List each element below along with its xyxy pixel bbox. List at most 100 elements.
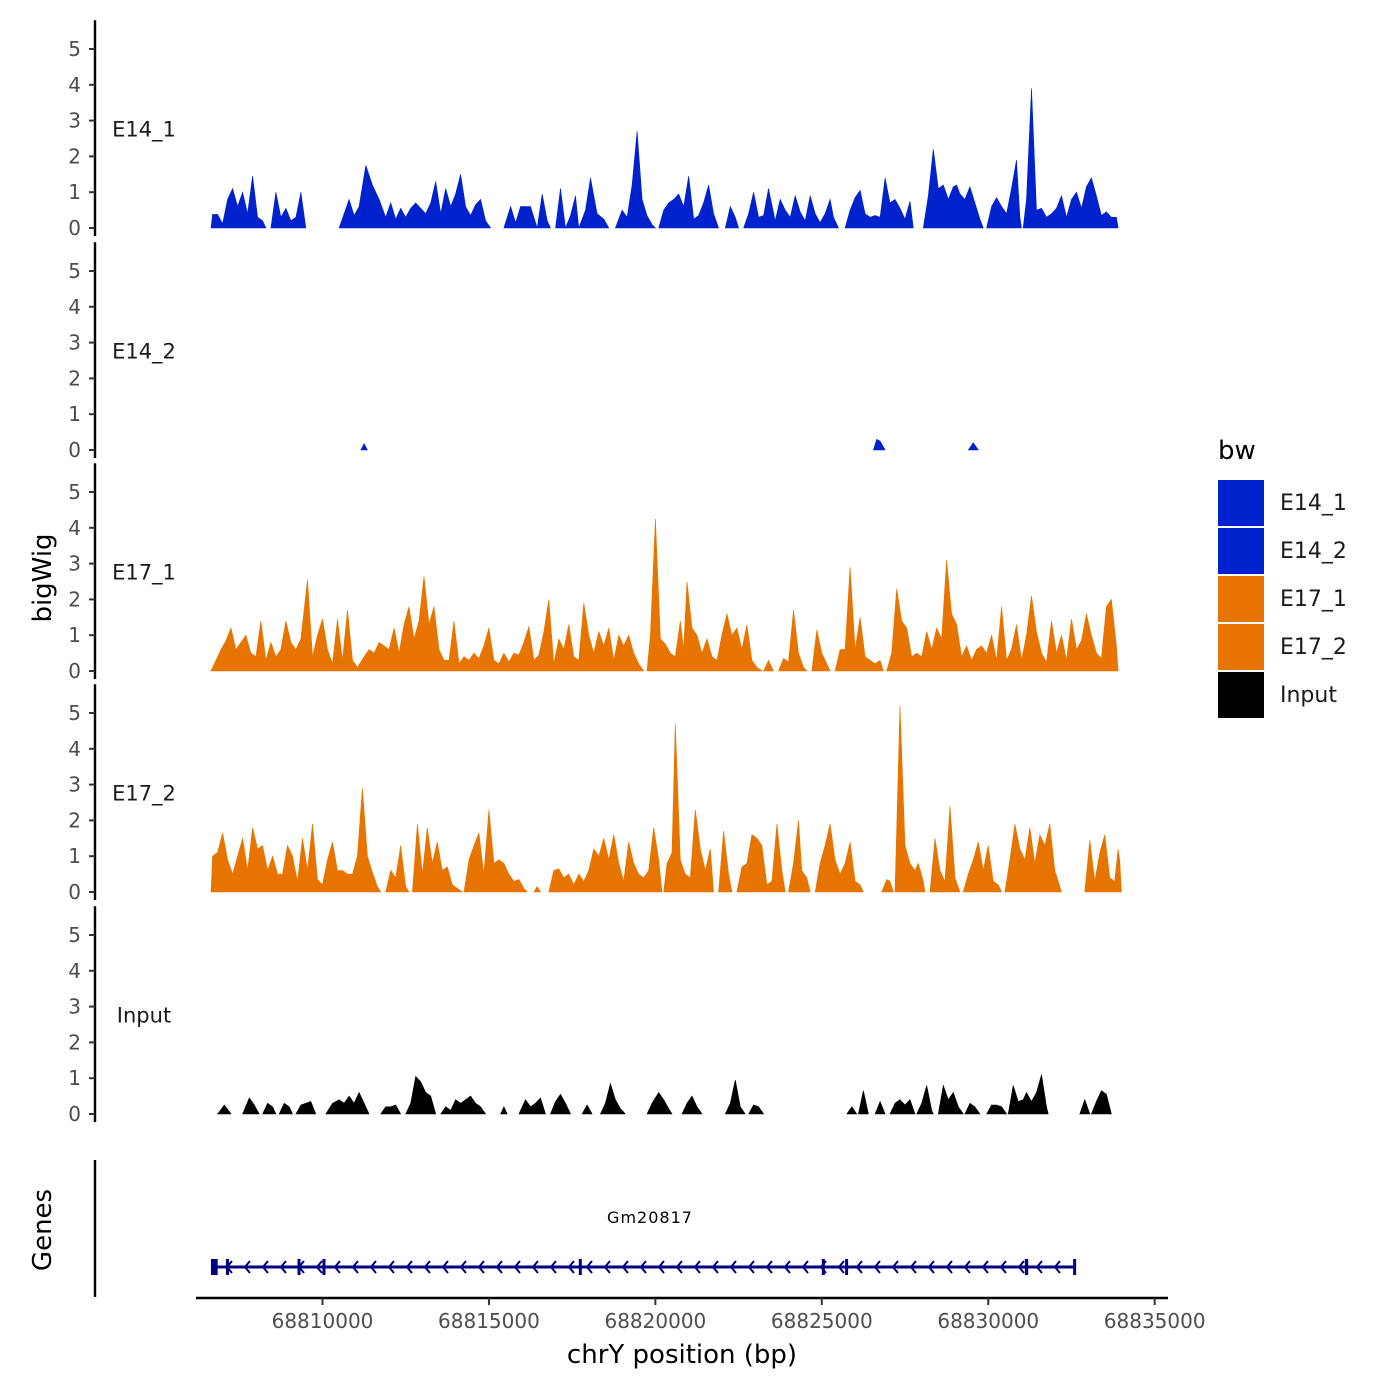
signal-area <box>778 610 808 672</box>
signal-area <box>1004 823 1062 893</box>
strand-chevron <box>621 1260 629 1274</box>
y-tick-label: 5 <box>68 259 81 283</box>
x-tick-label: 68830000 <box>937 1309 1039 1333</box>
strand-chevron <box>837 1260 845 1274</box>
track-E17_1: 0 1 2 3 4 5 E17_1 <box>68 463 1119 683</box>
signal-area <box>503 193 551 229</box>
strand-chevron <box>531 1260 539 1274</box>
y-tick-label: 5 <box>68 923 81 947</box>
y-tick-label: 4 <box>68 516 81 540</box>
signal-area <box>646 518 763 672</box>
track-Input: 0 1 2 3 4 5 Input <box>68 906 1112 1126</box>
signal-area <box>811 629 831 672</box>
y-tick-label: 1 <box>68 1066 81 1090</box>
signal-area <box>412 823 464 893</box>
signal-area <box>964 1102 981 1115</box>
y-tick-label: 3 <box>68 552 81 576</box>
signal-area <box>889 1099 916 1115</box>
signal-area <box>210 176 267 229</box>
signal-area <box>814 823 864 893</box>
gene-exon <box>578 1259 582 1275</box>
signal-area <box>646 1091 673 1115</box>
strand-chevron <box>765 1260 773 1274</box>
strand-chevron <box>315 1260 323 1274</box>
signal-area <box>937 1084 964 1115</box>
signal-area <box>500 1106 508 1115</box>
y-tick-label: 0 <box>68 438 81 462</box>
signal-area <box>846 1106 858 1115</box>
x-axis: chrY position (bp) 68810000 68815000 68820… <box>196 1296 1206 1370</box>
y-tick-label: 2 <box>68 144 81 168</box>
signal-area <box>550 1093 571 1115</box>
gene-exon <box>297 1259 301 1275</box>
gene-exon <box>1073 1259 1077 1275</box>
x-tick-label: 68835000 <box>1104 1309 1206 1333</box>
signal-area <box>385 845 410 893</box>
signal-area <box>548 827 663 893</box>
signal-area <box>788 820 811 893</box>
legend-label: E17_1 <box>1280 587 1347 612</box>
y-tick-label: 4 <box>68 959 81 983</box>
signal-area <box>533 886 542 893</box>
signal-area <box>748 1104 765 1115</box>
strand-chevron <box>801 1260 809 1274</box>
signal-area <box>1084 834 1122 893</box>
signal-area <box>724 1079 746 1115</box>
signal-area <box>986 159 1022 229</box>
signal-area <box>1079 1098 1091 1115</box>
strand-chevron <box>279 1260 287 1274</box>
legend-swatch <box>1218 480 1264 526</box>
signal-area <box>718 831 733 893</box>
legend-label: Input <box>1280 683 1337 708</box>
signal-area <box>262 1102 277 1115</box>
y-tick-label: 3 <box>68 995 81 1019</box>
strand-chevron <box>1053 1260 1061 1274</box>
track-label: E17_1 <box>112 561 176 586</box>
signal-area <box>834 567 884 672</box>
signal-area <box>599 1082 627 1115</box>
strand-chevron <box>999 1260 1007 1274</box>
strand-chevron <box>891 1260 899 1274</box>
signal-area <box>614 131 657 229</box>
strand-chevron <box>1035 1260 1043 1274</box>
track-label: Input <box>117 1004 171 1028</box>
gene-exon <box>845 1259 849 1275</box>
y-tick-label: 1 <box>68 844 81 868</box>
legend-swatch <box>1218 624 1264 670</box>
y-tick-label: 2 <box>68 1030 81 1054</box>
signal-area <box>210 576 645 672</box>
strand-chevron <box>657 1260 665 1274</box>
strand-chevron <box>441 1260 449 1274</box>
y-tick-label: 0 <box>68 1102 81 1126</box>
signal-area <box>763 659 774 672</box>
strand-chevron <box>477 1260 485 1274</box>
signal-area <box>278 1102 293 1115</box>
signal-area <box>325 1091 370 1115</box>
gene-exon <box>210 1259 218 1275</box>
y-tick-label: 3 <box>68 773 81 797</box>
signal-tracks: 0 1 2 3 4 5 E14_1 0 1 2 3 4 5 E14_2 0 1 2 3 4 5 E17_1 0 1 2 3 4 5 E… <box>68 20 1122 1126</box>
gene-name-label: Gm20817 <box>607 1208 693 1227</box>
strand-chevron <box>459 1260 467 1274</box>
signal-area <box>405 1075 437 1115</box>
legend-label: E14_1 <box>1280 491 1347 516</box>
y-tick-label: 0 <box>68 659 81 683</box>
signal-area <box>658 176 720 229</box>
signal-area <box>874 1100 886 1115</box>
signal-area <box>217 1104 232 1115</box>
signal-area <box>894 705 926 893</box>
y-tick-label: 3 <box>68 109 81 133</box>
signal-area <box>210 788 382 893</box>
strand-chevron <box>513 1260 521 1274</box>
strand-chevron <box>711 1260 719 1274</box>
legend-title: bw <box>1218 436 1256 466</box>
signal-area <box>360 442 368 451</box>
y-axis-title: bigWig <box>28 533 58 622</box>
strand-chevron <box>747 1260 755 1274</box>
track-E14_2: 0 1 2 3 4 5 E14_2 <box>68 242 979 462</box>
gene-exon <box>821 1259 825 1275</box>
signal-area <box>916 1085 934 1115</box>
y-tick-label: 5 <box>68 37 81 61</box>
y-tick-label: 1 <box>68 180 81 204</box>
legend-swatch <box>1218 672 1264 718</box>
